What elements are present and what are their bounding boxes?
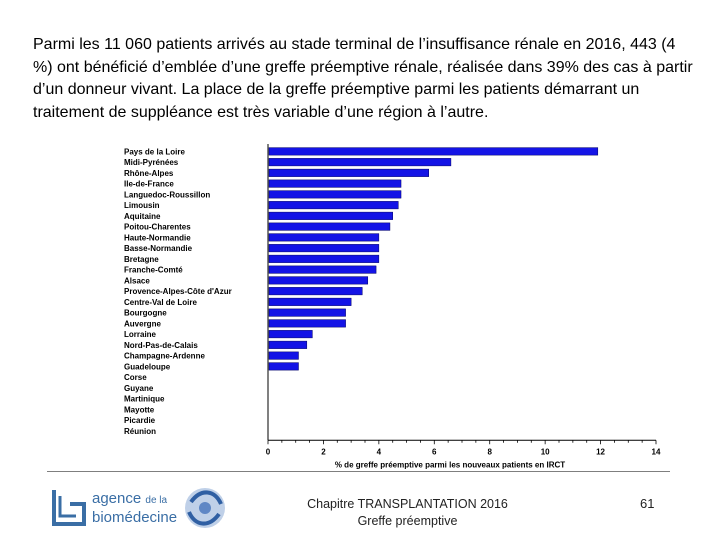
- bar: [268, 168, 429, 177]
- category-label: Corse: [124, 373, 147, 382]
- bar: [268, 330, 313, 339]
- category-label: Pays de la Loire: [124, 147, 185, 156]
- bar-chart: Pays de la Loire Midi-Pyrénées Rhône-Alpes…: [124, 144, 661, 469]
- category-label: Martinique: [124, 395, 165, 404]
- category-label: Centre-Val de Loire: [124, 298, 197, 307]
- category-label: Mayotte: [124, 405, 155, 414]
- category-label: Limousin: [124, 201, 160, 210]
- page-number: 61: [640, 496, 655, 511]
- footer-divider: [47, 471, 670, 472]
- bar: [268, 147, 599, 156]
- agence-biomedecine-logo: [52, 488, 225, 528]
- x-tick-label: 6: [432, 447, 437, 456]
- bar: [268, 211, 393, 220]
- bar: [268, 276, 369, 285]
- intro-paragraph: Parmi les 11 060 patients arrivés au sta…: [33, 36, 693, 121]
- bar: [268, 351, 299, 360]
- x-tick-label: 8: [487, 447, 492, 456]
- x-tick-label: 12: [596, 447, 605, 456]
- bar: [268, 158, 452, 167]
- category-label: Ile-de-France: [124, 180, 174, 189]
- bar: [268, 287, 363, 296]
- category-label: Bourgogne: [124, 309, 167, 318]
- category-label: Languedoc-Roussillon: [124, 190, 210, 199]
- footer-chapter-title: Chapitre TRANSPLANTATION 2016: [307, 497, 508, 511]
- bar: [268, 340, 308, 349]
- bar: [268, 222, 391, 231]
- category-label: Guyane: [124, 384, 154, 393]
- x-tick-label: 0: [266, 447, 271, 456]
- bar: [268, 233, 380, 242]
- x-tick-label: 4: [377, 447, 382, 456]
- category-label: Nord-Pas-de-Calais: [124, 341, 198, 350]
- category-label: Guadeloupe: [124, 362, 171, 371]
- category-label: Picardie: [124, 416, 156, 425]
- logo-line1: agence: [92, 490, 142, 507]
- category-label: Provence-Alpes-Côte d'Azur: [124, 287, 232, 296]
- category-label: Champagne-Ardenne: [124, 352, 205, 361]
- footer-chapter-subtitle: Greffe préemptive: [357, 514, 458, 528]
- logo-line1-small: de la: [145, 495, 168, 506]
- x-axis-label: % de greffe préemptive parmi les nouveau…: [335, 460, 565, 469]
- category-label: Rhône-Alpes: [124, 169, 174, 178]
- bar: [268, 244, 380, 253]
- category-label: Midi-Pyrénées: [124, 158, 179, 167]
- logo-line2: biomédecine: [92, 509, 178, 526]
- bar: [268, 308, 346, 317]
- bar: [268, 297, 352, 306]
- x-tick-label: 10: [541, 447, 550, 456]
- bar: [268, 201, 399, 210]
- footer-chapter: Chapitre TRANSPLANTATION 2016 Greffe pré…: [280, 496, 535, 530]
- category-label: Basse-Normandie: [124, 244, 193, 253]
- category-label: Poitou-Charentes: [124, 223, 191, 232]
- category-label: Auvergne: [124, 319, 161, 328]
- category-label: Alsace: [124, 276, 150, 285]
- logo-text: agence de la biomédecine: [92, 490, 177, 526]
- x-tick-label: 14: [652, 447, 661, 456]
- bar: [268, 254, 380, 263]
- category-label: Aquitaine: [124, 212, 161, 221]
- category-label: Lorraine: [124, 330, 157, 339]
- bar: [268, 190, 402, 199]
- x-tick-label: 2: [321, 447, 326, 456]
- bar: [268, 319, 346, 328]
- bar: [268, 362, 299, 371]
- category-label: Franche-Comté: [124, 266, 183, 275]
- bar: [268, 265, 377, 274]
- bar: [268, 179, 402, 188]
- category-label: Haute-Normandie: [124, 233, 191, 242]
- category-label: Réunion: [124, 427, 156, 436]
- category-label: Bretagne: [124, 255, 159, 264]
